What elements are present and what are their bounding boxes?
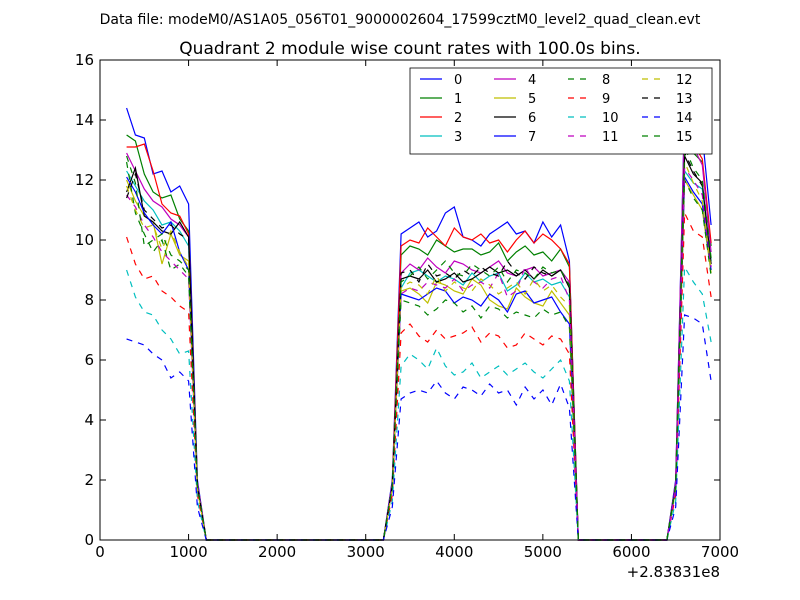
series-5-line — [126, 177, 712, 541]
series-8-line — [126, 161, 712, 541]
legend-label-3: 3 — [454, 130, 462, 145]
x-tick-label: 5000 — [524, 543, 562, 561]
ticks-layer: 0 1000 2000 3000 4000 5000 6000 700002468101214… — [75, 51, 739, 561]
y-tick-label: 10 — [75, 231, 94, 249]
legend-label-13: 13 — [676, 92, 693, 107]
legend-label-12: 12 — [676, 73, 693, 88]
series-10-line — [126, 264, 712, 541]
legend-frame — [409, 67, 713, 155]
series-2-line — [126, 122, 712, 541]
legend-label-6: 6 — [528, 111, 536, 126]
series-6-line — [126, 155, 712, 541]
series-layer — [126, 107, 712, 541]
x-tick-label: 1000 — [169, 543, 207, 561]
x-tick-label: 7000 — [701, 543, 739, 561]
series-4-line — [126, 110, 712, 541]
legend-label-8: 8 — [602, 73, 610, 88]
series-7-line — [126, 174, 712, 541]
legend-label-7: 7 — [528, 130, 536, 145]
y-tick-label: 0 — [84, 531, 94, 549]
series-13-line — [126, 152, 712, 541]
series-9-line — [126, 212, 712, 541]
legend-label-4: 4 — [528, 73, 536, 88]
y-tick-label: 2 — [84, 471, 94, 489]
series-11-line — [126, 166, 712, 541]
legend-label-0: 0 — [454, 73, 462, 88]
series-0-line — [126, 107, 712, 541]
y-tick-label: 6 — [84, 351, 94, 369]
series-15-line — [126, 146, 712, 541]
legend-label-14: 14 — [676, 111, 693, 126]
series-3-line — [126, 169, 712, 541]
y-tick-label: 4 — [84, 411, 94, 429]
legend-label-2: 2 — [454, 111, 462, 126]
series-12-line — [126, 161, 712, 541]
legend-label-15: 15 — [676, 130, 693, 145]
legend-label-11: 11 — [602, 130, 619, 145]
series-14-line — [126, 314, 712, 541]
y-tick-label: 16 — [75, 51, 94, 69]
chart-title: Quadrant 2 module wise count rates with … — [179, 39, 640, 59]
x-tick-label: 4000 — [435, 543, 473, 561]
legend-label-1: 1 — [454, 92, 462, 107]
x-offset-label: +2.83831e8 — [627, 563, 720, 581]
y-tick-label: 8 — [84, 291, 94, 309]
y-tick-label: 14 — [75, 111, 94, 129]
legend-label-10: 10 — [602, 111, 619, 126]
x-tick-label: 2000 — [258, 543, 296, 561]
x-tick-label: 6000 — [612, 543, 650, 561]
x-tick-label: 0 — [95, 543, 105, 561]
series-1-line — [126, 134, 712, 541]
x-tick-label: 3000 — [347, 543, 385, 561]
legend-label-5: 5 — [528, 92, 536, 107]
legend-label-9: 9 — [602, 92, 610, 107]
suptitle: Data file: modeM0/AS1A05_056T01_90000026… — [100, 12, 701, 28]
y-tick-label: 12 — [75, 171, 94, 189]
